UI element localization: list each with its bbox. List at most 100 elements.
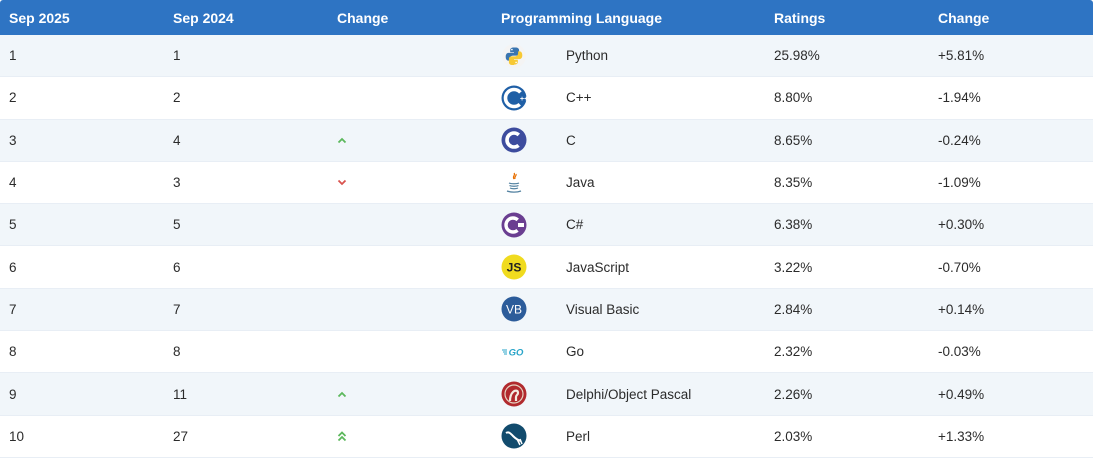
rank-2025: 1 [9, 48, 17, 64]
header-ratings-change[interactable]: Change [938, 9, 990, 26]
rank-2024: 7 [173, 301, 181, 317]
language-logo [501, 162, 527, 203]
svg-text:JS: JS [507, 261, 522, 275]
delphi-logo-icon [501, 381, 527, 407]
rank-2025: 7 [9, 301, 17, 317]
rank-2024: 2 [173, 90, 181, 106]
rank-2024: 6 [173, 259, 181, 275]
rating-change: -0.24% [938, 132, 981, 148]
rating-change: -1.94% [938, 90, 981, 106]
table-row: 3 4 C 8.65% -0.24% [0, 119, 1093, 162]
language-logo: JS [501, 246, 527, 287]
rank-2024: 5 [173, 217, 181, 233]
rank-2024: 27 [173, 428, 189, 444]
rank-2024: 11 [173, 386, 188, 402]
rank-change [337, 120, 347, 161]
rank-2025: 6 [9, 259, 17, 275]
table-header: Sep 2025 Sep 2024 Change Programming Lan… [0, 0, 1093, 35]
rank-change [337, 416, 347, 457]
go-logo-icon: GO [501, 339, 527, 365]
language-name[interactable]: Delphi/Object Pascal [566, 386, 692, 402]
rating-value: 25.98% [774, 48, 820, 64]
javascript-logo-icon: JS [501, 254, 527, 280]
table-row: 2 2 ++ C++ 8.80% -1.94% [0, 77, 1093, 120]
header-ratings[interactable]: Ratings [774, 9, 826, 26]
header-sep-2024[interactable]: Sep 2024 [173, 9, 234, 26]
language-logo [501, 373, 527, 414]
rating-change: -0.03% [938, 344, 981, 360]
language-logo: GO [501, 331, 527, 372]
table-row: 9 11 Delphi/Object Pascal 2.26% +0.49% [0, 373, 1093, 416]
rating-value: 2.32% [774, 344, 813, 360]
language-logo [501, 35, 527, 76]
rank-2025: 9 [9, 386, 17, 402]
rank-2025: 2 [9, 90, 17, 106]
perl-logo-icon [501, 423, 527, 449]
table-row: 7 7 VB Visual Basic 2.84% +0.14% [0, 288, 1093, 332]
visual-basic-logo-icon: VB [501, 296, 527, 322]
language-logo [501, 416, 527, 457]
table-row: 6 6 JS JavaScript 3.22% -0.70% [0, 246, 1093, 289]
rating-change: -0.70% [938, 259, 981, 275]
language-logo [501, 120, 527, 161]
table-row: 10 27 Perl 2.03% +1.33% [0, 416, 1093, 458]
trend-up-icon [337, 390, 347, 398]
language-name[interactable]: Visual Basic [566, 301, 640, 317]
svg-text:GO: GO [509, 347, 524, 358]
rating-value: 3.22% [774, 259, 813, 275]
rating-change: +0.14% [938, 301, 985, 317]
language-name[interactable]: C++ [566, 90, 592, 106]
svg-text:++: ++ [520, 96, 527, 103]
language-name[interactable]: C# [566, 217, 584, 233]
c-logo-icon [501, 127, 527, 153]
language-name[interactable]: Go [566, 344, 585, 360]
rating-value: 8.65% [774, 132, 813, 148]
language-logo [501, 204, 527, 245]
table-row: 4 3 Java 8.35% -1.09% [0, 162, 1093, 205]
java-logo-icon [501, 170, 527, 196]
table-row: 1 1 Python 25.98% +5.81% [0, 35, 1093, 78]
rank-2025: 8 [9, 344, 17, 360]
rating-change: +1.33% [938, 428, 985, 444]
trend-down-icon [337, 179, 347, 187]
language-name[interactable]: Java [566, 175, 595, 191]
language-logo: ++ [501, 77, 527, 118]
rank-2024: 8 [173, 344, 181, 360]
header-change[interactable]: Change [337, 9, 389, 26]
table-row: 5 5 C# 6.38% +0.30% [0, 204, 1093, 247]
rank-2025: 3 [9, 132, 17, 148]
csharp-logo-icon [501, 212, 527, 238]
cpp-logo-icon: ++ [501, 85, 527, 111]
rank-2024: 4 [173, 132, 181, 148]
language-name[interactable]: Perl [566, 428, 591, 444]
language-name[interactable]: Python [566, 48, 609, 64]
trend-up-icon [337, 136, 347, 144]
rank-change [337, 162, 347, 203]
rating-change: +0.49% [938, 386, 985, 402]
rating-value: 2.03% [774, 428, 813, 444]
rating-change: -1.09% [938, 175, 981, 191]
rating-value: 2.84% [774, 301, 813, 317]
svg-text:VB: VB [506, 303, 522, 317]
python-logo-icon [501, 43, 527, 69]
header-sep-2025[interactable]: Sep 2025 [9, 9, 70, 26]
rank-2024: 1 [173, 48, 181, 64]
rating-value: 2.26% [774, 386, 813, 402]
header-programming-language[interactable]: Programming Language [501, 9, 663, 26]
language-name[interactable]: JavaScript [566, 259, 630, 275]
rating-value: 8.35% [774, 175, 813, 191]
trend-double-up-icon [337, 430, 347, 442]
rank-2025: 4 [9, 175, 17, 191]
language-name[interactable]: C [566, 132, 576, 148]
language-logo: VB [501, 289, 527, 330]
table-body: 1 1 Python 25.98% +5.81% 2 2 ++ C++ 8.80% -1.94% 3 4… [0, 35, 1093, 458]
rating-value: 8.80% [774, 90, 813, 106]
rank-2025: 5 [9, 217, 17, 233]
rating-change: +5.81% [938, 48, 985, 64]
rank-2025: 10 [9, 428, 25, 444]
rank-2024: 3 [173, 175, 181, 191]
rating-value: 6.38% [774, 217, 813, 233]
rating-change: +0.30% [938, 217, 985, 233]
table-row: 8 8 GO Go 2.32% -0.03% [0, 331, 1093, 374]
